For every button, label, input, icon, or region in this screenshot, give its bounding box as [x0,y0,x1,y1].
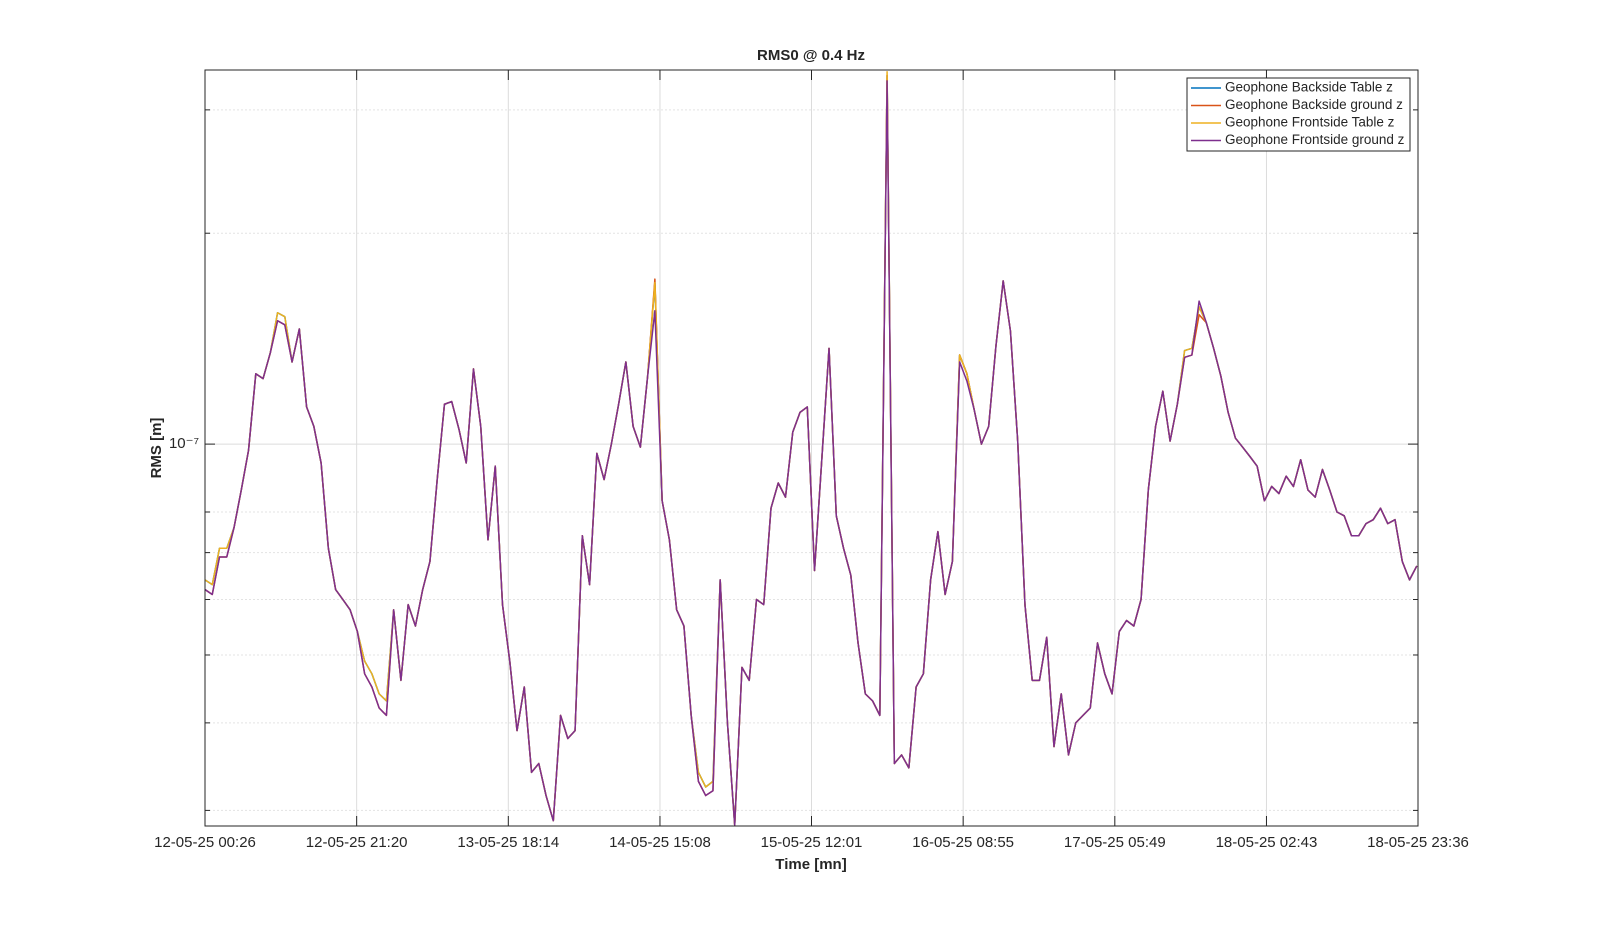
legend-box [1186,77,1411,152]
x-tick-label: 18-05-25 23:36 [1367,834,1469,851]
y-tick-label: 10⁻⁷ [169,435,199,452]
legend-label: Geophone Frontside Table z [1225,115,1395,130]
x-tick-label: 16-05-25 08:55 [912,834,1014,851]
x-tick-label: 15-05-25 12:01 [761,834,863,851]
x-tick-label: 12-05-25 00:26 [154,834,256,851]
chart-title: RMS0 @ 0.4 Hz [757,47,865,64]
y-axis-label: RMS [m] [148,418,165,479]
x-tick-label: 12-05-25 21:20 [306,834,408,851]
x-axis-label: Time [mn] [775,856,846,873]
legend-label: Geophone Frontside ground z [1225,132,1405,147]
x-tick-label: 14-05-25 15:08 [609,834,711,851]
legend-label: Geophone Backside Table z [1225,80,1393,95]
x-tick-label: 17-05-25 05:49 [1064,834,1166,851]
series-line [205,80,1418,826]
plot-frame [204,69,1419,827]
legend-label: Geophone Backside ground z [1225,97,1403,112]
x-tick-label: 13-05-25 18:14 [457,834,559,851]
x-tick-label: 18-05-25 02:43 [1216,834,1318,851]
plot-series [205,71,1418,826]
